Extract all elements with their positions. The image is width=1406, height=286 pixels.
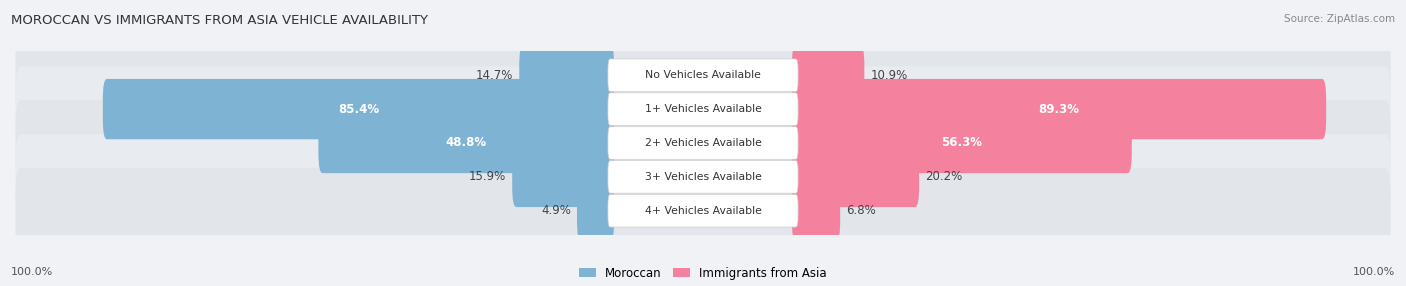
- FancyBboxPatch shape: [792, 181, 841, 241]
- FancyBboxPatch shape: [512, 147, 614, 207]
- FancyBboxPatch shape: [519, 45, 614, 105]
- Text: 89.3%: 89.3%: [1039, 103, 1080, 116]
- FancyBboxPatch shape: [103, 79, 614, 139]
- FancyBboxPatch shape: [792, 113, 1132, 173]
- Text: 1+ Vehicles Available: 1+ Vehicles Available: [644, 104, 762, 114]
- FancyBboxPatch shape: [607, 127, 799, 159]
- Text: 4.9%: 4.9%: [541, 204, 571, 217]
- Text: 4+ Vehicles Available: 4+ Vehicles Available: [644, 206, 762, 216]
- Text: 14.7%: 14.7%: [475, 69, 513, 82]
- FancyBboxPatch shape: [576, 181, 614, 241]
- Text: No Vehicles Available: No Vehicles Available: [645, 70, 761, 80]
- Text: 6.8%: 6.8%: [846, 204, 876, 217]
- Text: MOROCCAN VS IMMIGRANTS FROM ASIA VEHICLE AVAILABILITY: MOROCCAN VS IMMIGRANTS FROM ASIA VEHICLE…: [11, 14, 429, 27]
- FancyBboxPatch shape: [792, 147, 920, 207]
- Text: 48.8%: 48.8%: [446, 136, 486, 150]
- Text: 2+ Vehicles Available: 2+ Vehicles Available: [644, 138, 762, 148]
- FancyBboxPatch shape: [318, 113, 614, 173]
- Text: 3+ Vehicles Available: 3+ Vehicles Available: [644, 172, 762, 182]
- Text: 10.9%: 10.9%: [870, 69, 908, 82]
- FancyBboxPatch shape: [607, 93, 799, 125]
- FancyBboxPatch shape: [15, 134, 1391, 220]
- Text: 20.2%: 20.2%: [925, 170, 963, 183]
- Text: 100.0%: 100.0%: [11, 267, 53, 277]
- FancyBboxPatch shape: [15, 100, 1391, 186]
- FancyBboxPatch shape: [15, 66, 1391, 152]
- Text: Source: ZipAtlas.com: Source: ZipAtlas.com: [1284, 14, 1395, 24]
- FancyBboxPatch shape: [792, 79, 1326, 139]
- FancyBboxPatch shape: [607, 194, 799, 227]
- FancyBboxPatch shape: [15, 32, 1391, 118]
- Text: 100.0%: 100.0%: [1353, 267, 1395, 277]
- FancyBboxPatch shape: [607, 161, 799, 193]
- Text: 85.4%: 85.4%: [337, 103, 380, 116]
- Text: 15.9%: 15.9%: [468, 170, 506, 183]
- FancyBboxPatch shape: [792, 45, 865, 105]
- Legend: Moroccan, Immigrants from Asia: Moroccan, Immigrants from Asia: [579, 267, 827, 280]
- Text: 56.3%: 56.3%: [942, 136, 983, 150]
- FancyBboxPatch shape: [607, 59, 799, 92]
- FancyBboxPatch shape: [15, 168, 1391, 254]
